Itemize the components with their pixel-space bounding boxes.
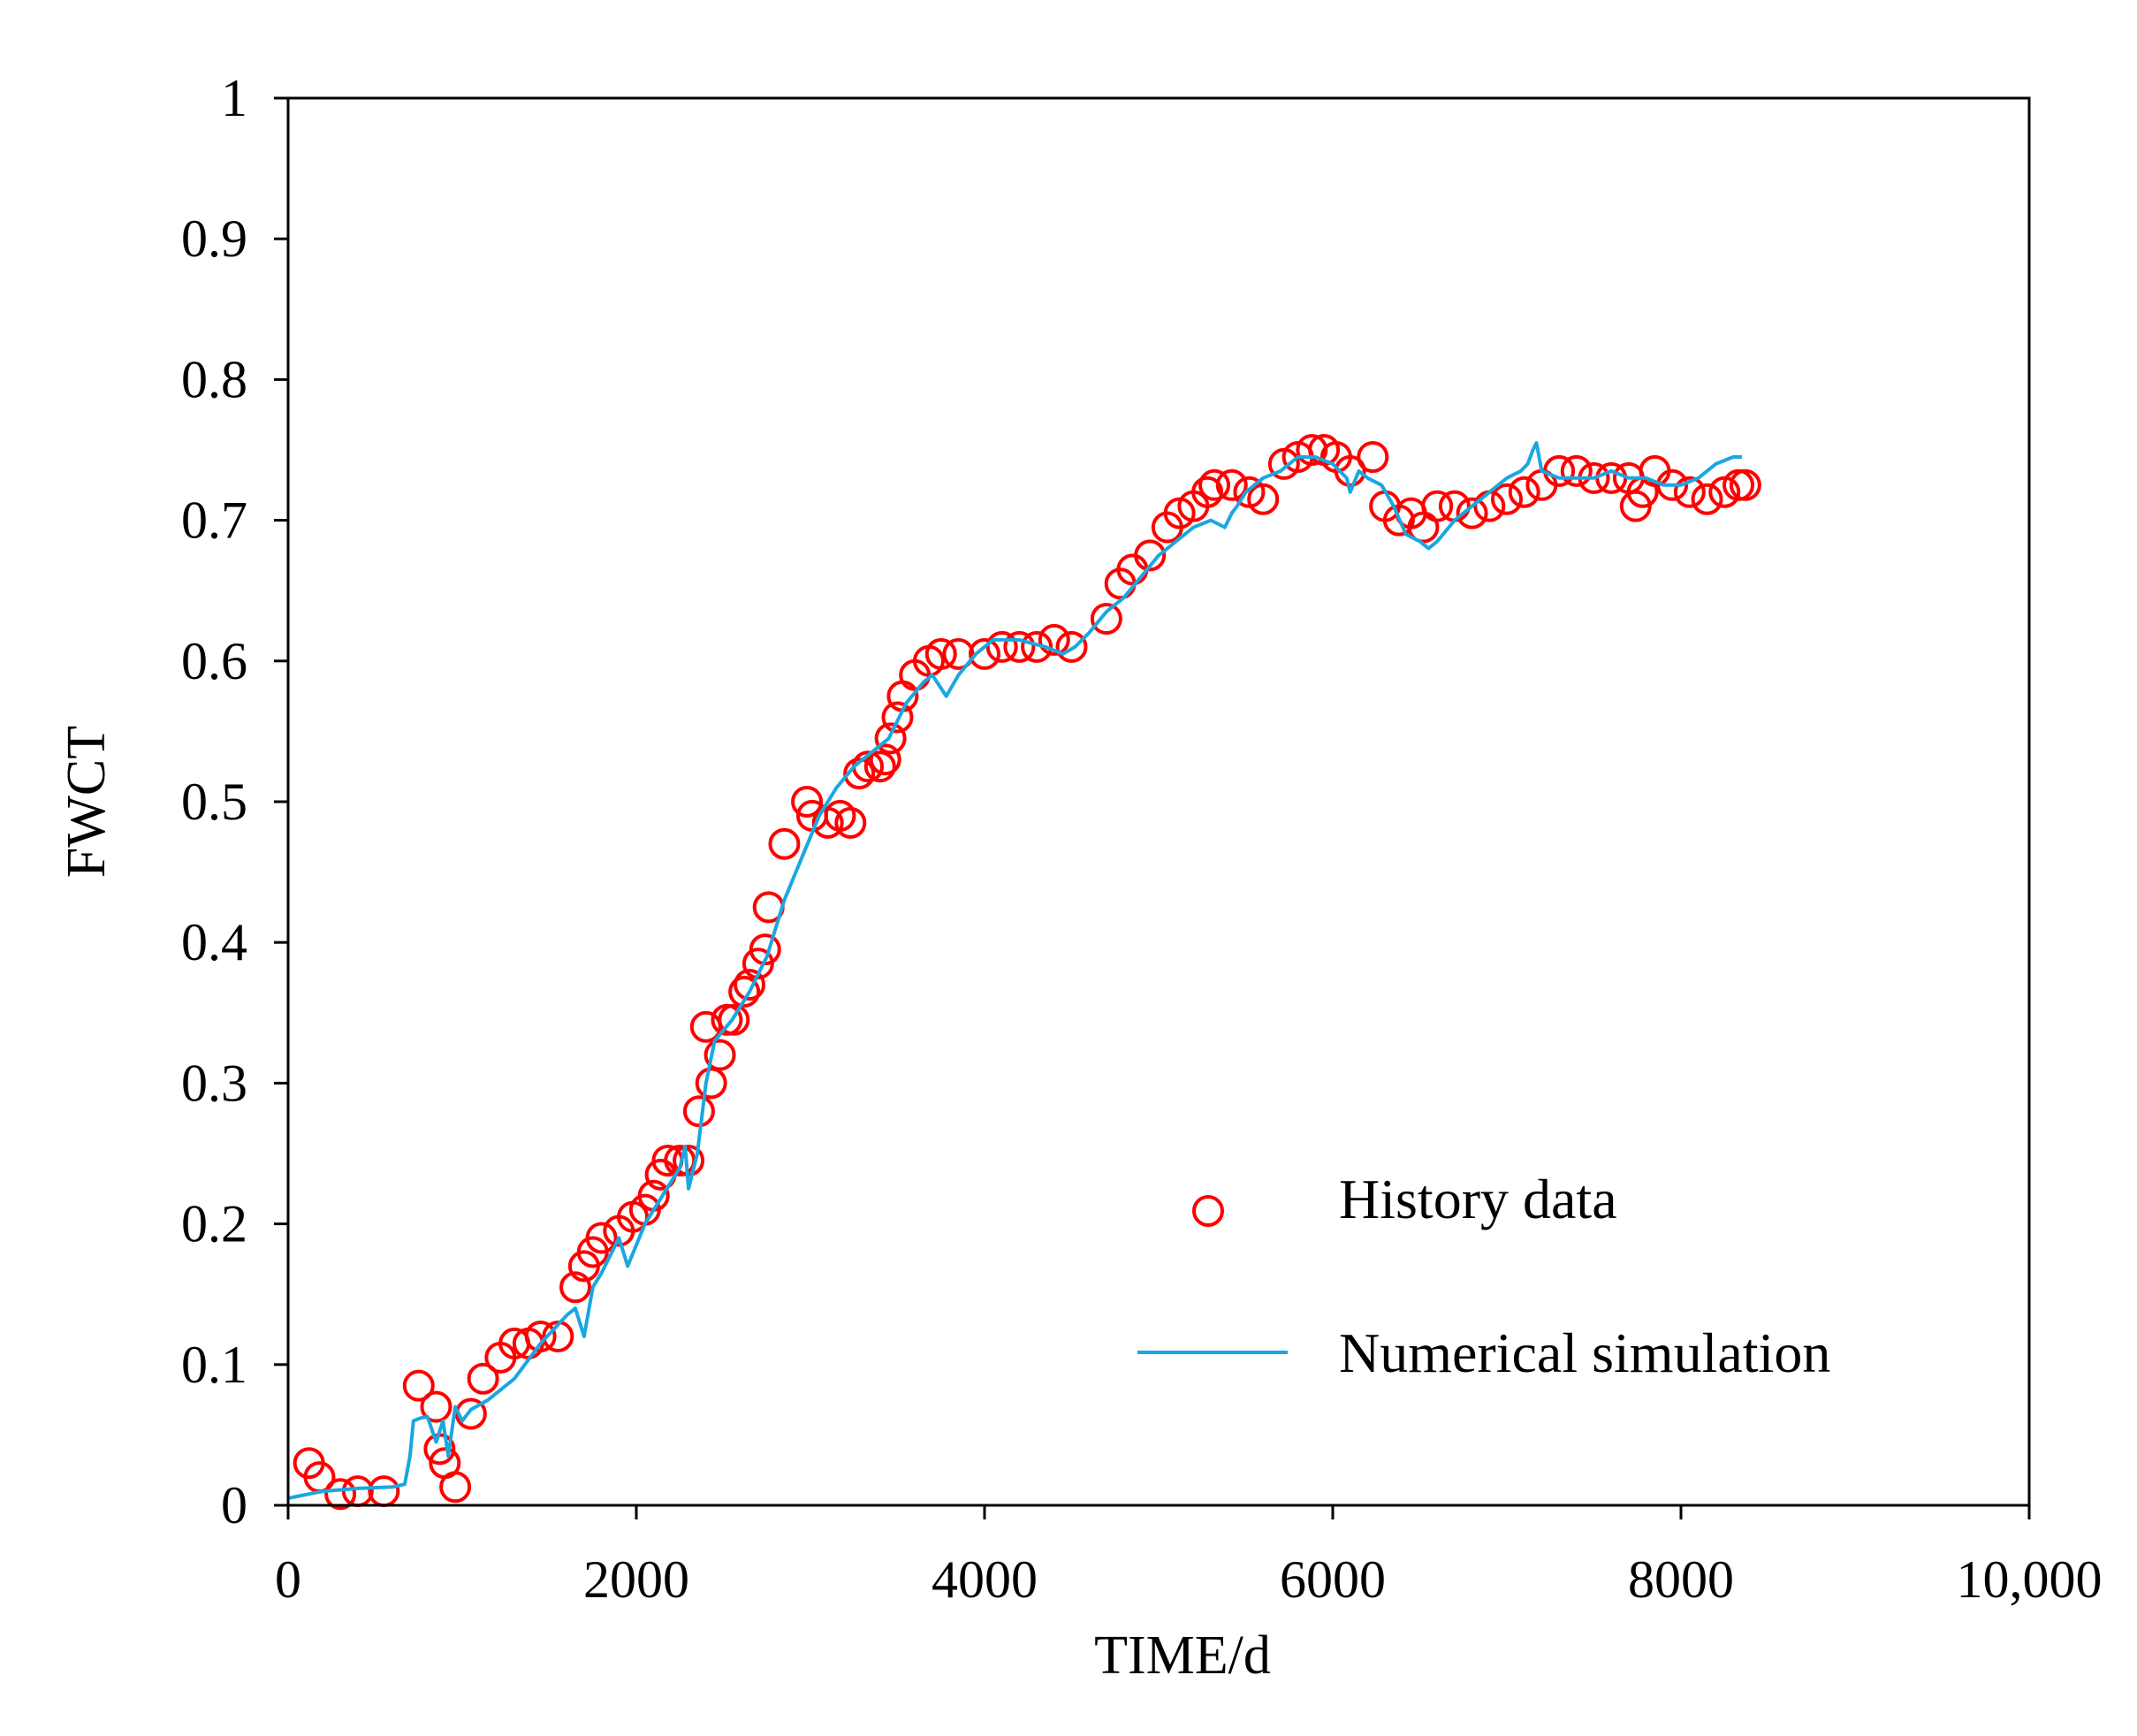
y-tick-label: 0.5 <box>181 773 247 831</box>
history-data-point <box>585 1222 618 1254</box>
history-data-point <box>834 806 867 839</box>
y-tick-label: 0.7 <box>181 491 247 550</box>
history-data-point <box>1421 490 1454 522</box>
history-data-point <box>1357 440 1389 473</box>
history-data-point <box>1729 468 1761 501</box>
y-axis-title: FWCT <box>57 726 117 878</box>
history-data-point <box>1198 468 1231 501</box>
history-data-point <box>439 1471 472 1504</box>
history-data-point <box>942 637 975 670</box>
history-data-point <box>1560 454 1593 487</box>
history-data-point <box>1656 468 1689 501</box>
history-data-point <box>1003 630 1036 663</box>
history-data-point <box>768 827 801 860</box>
history-data-point <box>843 758 876 790</box>
history-data-point <box>969 637 1000 670</box>
history-data-point <box>1456 497 1488 529</box>
history-data-point <box>695 1067 727 1100</box>
history-data-point <box>1090 603 1122 636</box>
y-tick-label: 0 <box>221 1476 247 1534</box>
history-data-point <box>1508 476 1540 508</box>
history-data-point <box>1247 483 1280 515</box>
numerical-simulation-line <box>287 441 1742 1500</box>
legend-history-marker <box>1192 1195 1224 1227</box>
history-data-point <box>467 1362 499 1395</box>
x-tick-label: 4000 <box>932 1550 1038 1609</box>
history-data-point <box>1055 630 1088 663</box>
legend-label-simulation: Numerical simulation <box>1339 1321 1830 1384</box>
x-tick-label: 2000 <box>583 1550 689 1609</box>
x-axis-ticks: 0 2000 4000 6000 8000 10,000 <box>275 1505 2103 1609</box>
history-data-point <box>1134 539 1167 572</box>
y-tick-label: 1 <box>221 69 247 127</box>
plot-area-frame <box>286 96 2031 1507</box>
history-data-point <box>1021 630 1053 663</box>
history-data-point <box>1038 623 1070 656</box>
history-data-point <box>791 786 824 818</box>
y-tick-label: 0.2 <box>181 1195 247 1253</box>
history-data-point <box>881 701 914 734</box>
history-data-point <box>1215 468 1248 501</box>
y-axis-ticks: 0 0.1 0.2 0.3 0.4 0.5 0.6 0.7 0.8 0.9 1 <box>181 69 288 1534</box>
y-tick-label: 0.9 <box>181 209 247 268</box>
x-tick-label: 8000 <box>1628 1550 1734 1609</box>
history-data-point <box>324 1478 357 1511</box>
history-data-point <box>524 1320 557 1352</box>
history-data-point <box>1691 483 1723 515</box>
x-tick-label: 10,000 <box>1957 1550 2103 1609</box>
history-data-point <box>924 637 957 670</box>
history-data-point <box>420 1390 452 1423</box>
y-tick-label: 0.4 <box>181 913 247 971</box>
legend-label-history: History data <box>1339 1168 1617 1230</box>
history-data-point <box>863 750 896 783</box>
y-tick-label: 0.8 <box>181 350 247 408</box>
y-tick-label: 0.6 <box>181 632 247 690</box>
history-data-point <box>869 743 901 776</box>
history-data-point <box>985 630 1018 663</box>
history-data-point <box>402 1369 435 1402</box>
history-data-point <box>1673 476 1706 508</box>
history-data-point <box>559 1271 592 1304</box>
y-tick-label: 0.3 <box>181 1054 247 1112</box>
x-tick-label: 6000 <box>1280 1550 1386 1609</box>
history-data-point <box>874 722 907 755</box>
legend: History data Numerical simulation <box>1137 1168 1830 1384</box>
y-tick-label: 0.1 <box>181 1336 247 1394</box>
x-tick-label: 0 <box>275 1550 301 1609</box>
x-axis-title: TIME/d <box>1094 1626 1271 1686</box>
history-data-point <box>1491 483 1523 515</box>
history-data-point <box>734 968 766 1001</box>
history-data-point <box>718 1003 750 1036</box>
history-data-point <box>703 1039 736 1071</box>
history-data-point <box>728 975 761 1008</box>
